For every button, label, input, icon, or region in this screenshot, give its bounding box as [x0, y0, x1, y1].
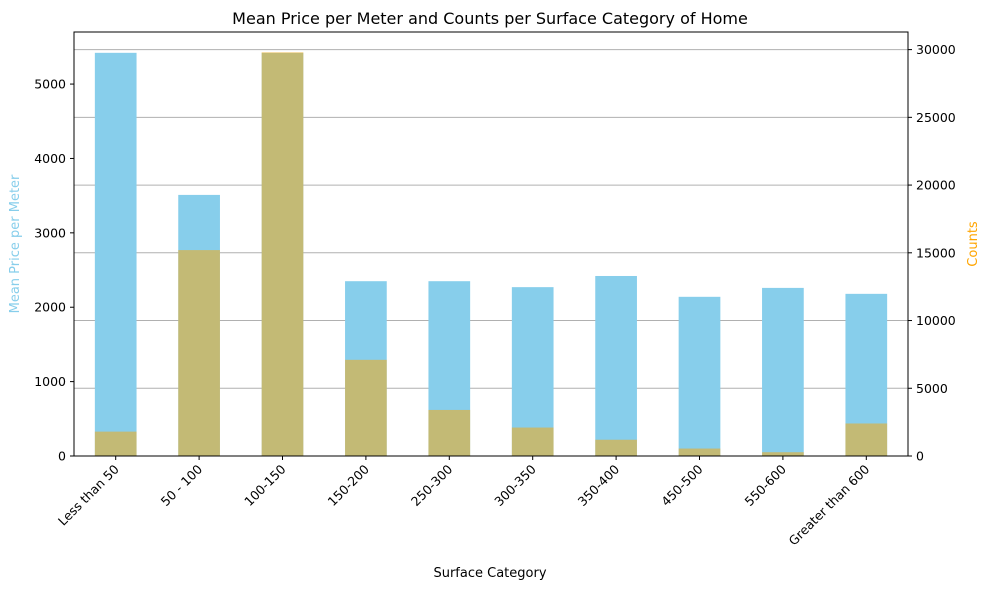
x-tick-label: 50 - 100	[158, 461, 206, 509]
bar-counts	[178, 250, 220, 456]
plot-frame	[73, 31, 909, 457]
right-tick-label: 25000	[916, 110, 956, 125]
x-tick-label: 300-350	[491, 461, 539, 509]
right-tick-label: 10000	[916, 313, 956, 328]
bar-counts	[261, 52, 304, 456]
x-axis-title: Surface Category	[433, 566, 546, 581]
bar-mean-price	[94, 52, 137, 457]
bar-mean-price	[595, 275, 637, 456]
x-tick-label: Greater than 600	[786, 461, 873, 548]
left-tick-label: 1000	[34, 374, 66, 389]
x-tick-label: 550-600	[741, 461, 789, 509]
bar-counts	[511, 427, 554, 456]
bar-counts	[845, 423, 888, 456]
right-tick-label: 0	[916, 449, 924, 464]
right-axis-title: Counts	[966, 221, 981, 267]
bar-mean-price	[678, 296, 721, 456]
bar-counts	[428, 409, 471, 456]
x-tick-label: 350-400	[575, 461, 623, 509]
left-tick-label: 4000	[34, 151, 66, 166]
bar-mean-price	[762, 287, 804, 456]
x-tick-label: 450-500	[658, 461, 706, 509]
right-tick-label: 20000	[916, 178, 956, 193]
left-ticks: 0 1000 2000 3000 4000 5000	[34, 77, 74, 464]
bar-counts	[94, 431, 137, 456]
right-bars	[94, 52, 888, 456]
left-tick-label: 3000	[34, 225, 66, 240]
right-tick-label: 5000	[916, 381, 948, 396]
x-ticks: Less than 50 50 - 100 100-150 150-200 250-30…	[55, 456, 873, 548]
left-axis-title: Mean Price per Meter	[8, 174, 23, 313]
chart-title: Mean Price per Meter and Counts per Surf…	[232, 9, 748, 28]
right-tick-label: 15000	[916, 245, 956, 260]
x-tick-label: 100-150	[241, 461, 289, 509]
right-tick-label: 30000	[916, 42, 956, 57]
bar-counts	[762, 452, 804, 456]
left-tick-label: 2000	[34, 300, 66, 315]
bar-counts	[345, 359, 387, 456]
left-tick-label: 5000	[34, 77, 66, 92]
x-tick-label: 250-300	[408, 461, 456, 509]
left-tick-label: 0	[58, 449, 66, 464]
right-ticks: 0 5000 10000 15000 20000 25000 30000	[908, 42, 956, 464]
x-tick-label: 150-200	[324, 461, 372, 509]
axes-layer	[73, 31, 909, 457]
bar-counts	[678, 448, 721, 456]
bar-counts	[595, 439, 637, 456]
x-tick-label: Less than 50	[55, 461, 122, 528]
